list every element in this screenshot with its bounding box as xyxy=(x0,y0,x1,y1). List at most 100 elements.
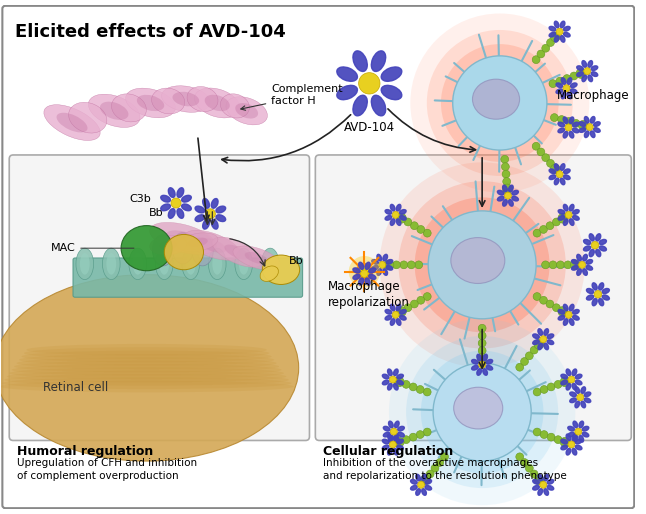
Text: AVD-104: AVD-104 xyxy=(344,121,395,134)
Ellipse shape xyxy=(560,21,565,28)
Ellipse shape xyxy=(422,489,426,495)
Ellipse shape xyxy=(386,266,393,270)
Ellipse shape xyxy=(100,102,129,120)
Circle shape xyxy=(397,306,406,316)
Ellipse shape xyxy=(262,248,279,280)
Ellipse shape xyxy=(561,380,568,385)
Ellipse shape xyxy=(592,299,597,306)
Circle shape xyxy=(558,306,568,316)
Ellipse shape xyxy=(472,365,478,370)
Ellipse shape xyxy=(583,240,591,245)
Ellipse shape xyxy=(377,269,382,276)
Ellipse shape xyxy=(549,175,556,179)
Text: Macrophage: Macrophage xyxy=(557,88,629,102)
FancyBboxPatch shape xyxy=(3,6,634,508)
Ellipse shape xyxy=(503,199,507,206)
FancyBboxPatch shape xyxy=(315,155,631,440)
Circle shape xyxy=(556,77,564,85)
Ellipse shape xyxy=(399,210,406,214)
Circle shape xyxy=(576,68,586,78)
Text: Elicited effects of AVD-104: Elicited effects of AVD-104 xyxy=(15,23,286,41)
Ellipse shape xyxy=(393,369,398,376)
Circle shape xyxy=(550,32,560,42)
Circle shape xyxy=(570,260,580,270)
Ellipse shape xyxy=(365,278,370,285)
Circle shape xyxy=(533,428,541,436)
Ellipse shape xyxy=(235,248,253,280)
Ellipse shape xyxy=(563,175,570,179)
Circle shape xyxy=(404,304,412,311)
Circle shape xyxy=(539,297,547,304)
Ellipse shape xyxy=(599,240,607,245)
Ellipse shape xyxy=(194,88,240,118)
Ellipse shape xyxy=(411,480,417,484)
Ellipse shape xyxy=(556,89,563,94)
Ellipse shape xyxy=(576,439,582,444)
Ellipse shape xyxy=(162,86,210,112)
Ellipse shape xyxy=(538,489,543,495)
Ellipse shape xyxy=(396,319,401,325)
Circle shape xyxy=(415,197,550,333)
Ellipse shape xyxy=(569,117,574,124)
Ellipse shape xyxy=(152,88,185,114)
Ellipse shape xyxy=(589,249,594,256)
Circle shape xyxy=(397,213,406,223)
Circle shape xyxy=(578,120,588,130)
Circle shape xyxy=(433,363,531,461)
Circle shape xyxy=(579,262,585,268)
Ellipse shape xyxy=(209,248,226,280)
Ellipse shape xyxy=(226,97,267,125)
Ellipse shape xyxy=(169,188,175,197)
Circle shape xyxy=(525,352,533,360)
Ellipse shape xyxy=(582,432,589,437)
Ellipse shape xyxy=(385,215,391,220)
Circle shape xyxy=(533,292,541,301)
Ellipse shape xyxy=(195,206,205,213)
Ellipse shape xyxy=(26,344,267,356)
Ellipse shape xyxy=(566,369,571,376)
Ellipse shape xyxy=(554,164,559,171)
Circle shape xyxy=(393,261,401,269)
Ellipse shape xyxy=(21,351,272,362)
Circle shape xyxy=(525,464,533,472)
Circle shape xyxy=(503,184,512,194)
Ellipse shape xyxy=(397,380,403,385)
Ellipse shape xyxy=(544,329,548,336)
Ellipse shape xyxy=(538,343,543,350)
Circle shape xyxy=(534,475,544,485)
Circle shape xyxy=(546,222,554,230)
Ellipse shape xyxy=(533,334,539,339)
Ellipse shape xyxy=(385,309,391,314)
Ellipse shape xyxy=(576,374,582,379)
Ellipse shape xyxy=(588,75,592,82)
Circle shape xyxy=(477,353,487,363)
Circle shape xyxy=(533,229,541,237)
Ellipse shape xyxy=(570,392,576,397)
Circle shape xyxy=(390,376,396,383)
Ellipse shape xyxy=(381,85,402,100)
Text: Humoral regulation: Humoral regulation xyxy=(17,445,153,458)
Ellipse shape xyxy=(396,219,401,226)
Ellipse shape xyxy=(567,78,572,84)
Circle shape xyxy=(402,380,410,388)
Ellipse shape xyxy=(569,219,574,226)
Ellipse shape xyxy=(584,398,591,402)
Circle shape xyxy=(557,116,565,123)
Ellipse shape xyxy=(569,304,574,311)
Circle shape xyxy=(417,226,424,233)
Ellipse shape xyxy=(14,361,279,372)
Ellipse shape xyxy=(125,88,176,118)
Ellipse shape xyxy=(554,178,559,185)
Ellipse shape xyxy=(0,274,298,461)
Ellipse shape xyxy=(586,266,592,270)
Ellipse shape xyxy=(44,105,100,140)
Ellipse shape xyxy=(588,61,592,67)
Ellipse shape xyxy=(371,51,386,71)
Ellipse shape xyxy=(563,205,568,211)
Ellipse shape xyxy=(599,246,607,251)
Ellipse shape xyxy=(573,435,578,442)
Circle shape xyxy=(392,311,399,318)
Ellipse shape xyxy=(512,190,519,195)
Circle shape xyxy=(554,380,562,388)
Ellipse shape xyxy=(549,26,556,31)
